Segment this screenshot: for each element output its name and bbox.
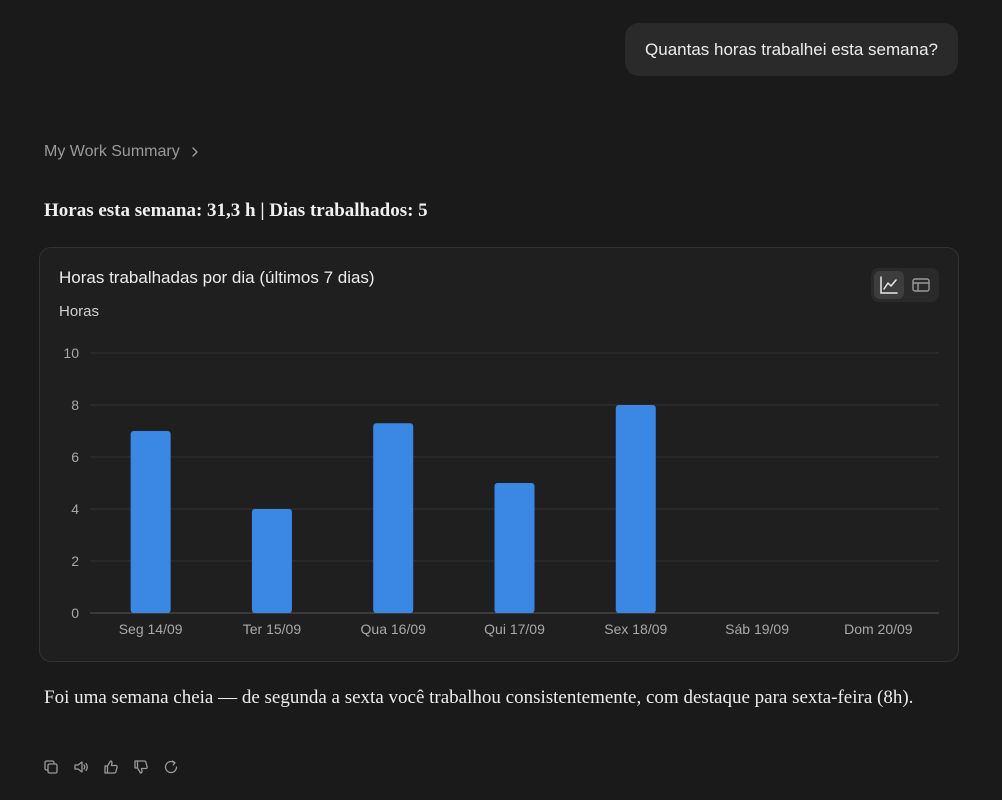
bar	[373, 423, 414, 613]
regenerate-button[interactable]	[162, 758, 180, 776]
table-icon	[912, 278, 930, 292]
regenerate-icon	[164, 760, 178, 774]
x-tick-label: Ter 15/09	[243, 621, 302, 637]
bar	[615, 405, 656, 613]
message-actions	[42, 758, 180, 776]
x-tick-label: Qui 17/09	[484, 621, 545, 637]
x-tick-label: Qua 16/09	[361, 621, 427, 637]
thumbs-up-icon	[104, 760, 118, 774]
bar	[130, 431, 171, 613]
breadcrumb-label: My Work Summary	[44, 143, 180, 160]
copy-button[interactable]	[42, 758, 60, 776]
user-message-bubble: Quantas horas trabalhei esta semana?	[625, 23, 958, 76]
user-message-text: Quantas horas trabalhei esta semana?	[645, 39, 938, 59]
line-chart-icon	[880, 276, 898, 294]
y-axis-label: Horas	[59, 303, 100, 320]
chart-view-button[interactable]	[874, 271, 904, 299]
y-tick-label: 6	[71, 449, 79, 465]
table-view-button[interactable]	[906, 271, 936, 299]
bar	[494, 483, 535, 613]
copy-icon	[44, 760, 58, 774]
thumbs-up-button[interactable]	[102, 758, 120, 776]
y-tick-label: 0	[71, 605, 79, 621]
x-tick-label: Sáb 19/09	[725, 621, 789, 637]
y-tick-label: 10	[63, 345, 79, 361]
view-toggle	[871, 268, 939, 302]
thumbs-down-icon	[134, 760, 148, 774]
bar	[251, 509, 292, 613]
y-tick-label: 4	[71, 501, 79, 517]
x-tick-label: Dom 20/09	[844, 621, 913, 637]
y-tick-label: 2	[71, 553, 79, 569]
chart-card: 0 2 4 6 8 10 Seg 14/09 Ter 15/09 Qua 16/09 Qui 17…	[39, 247, 959, 662]
chevron-right-icon	[192, 147, 198, 157]
read-aloud-button[interactable]	[72, 758, 90, 776]
speaker-icon	[74, 761, 88, 773]
y-tick-label: 8	[71, 397, 79, 413]
summary-heading: Horas esta semana: 31,3 h | Dias trabalh…	[44, 200, 428, 221]
chart-title: Horas trabalhadas por dia (últimos 7 dia…	[59, 268, 375, 287]
x-tick-label: Sex 18/09	[604, 621, 667, 637]
bar-chart: 0 2 4 6 8 10 Seg 14/09 Ter 15/09 Qua 16/09 Qui 17…	[63, 345, 939, 637]
x-tick-label: Seg 14/09	[119, 621, 183, 637]
assistant-answer: Foi uma semana cheia — de segunda a sext…	[44, 687, 914, 708]
source-breadcrumb[interactable]: My Work Summary	[44, 143, 202, 161]
thumbs-down-button[interactable]	[132, 758, 150, 776]
